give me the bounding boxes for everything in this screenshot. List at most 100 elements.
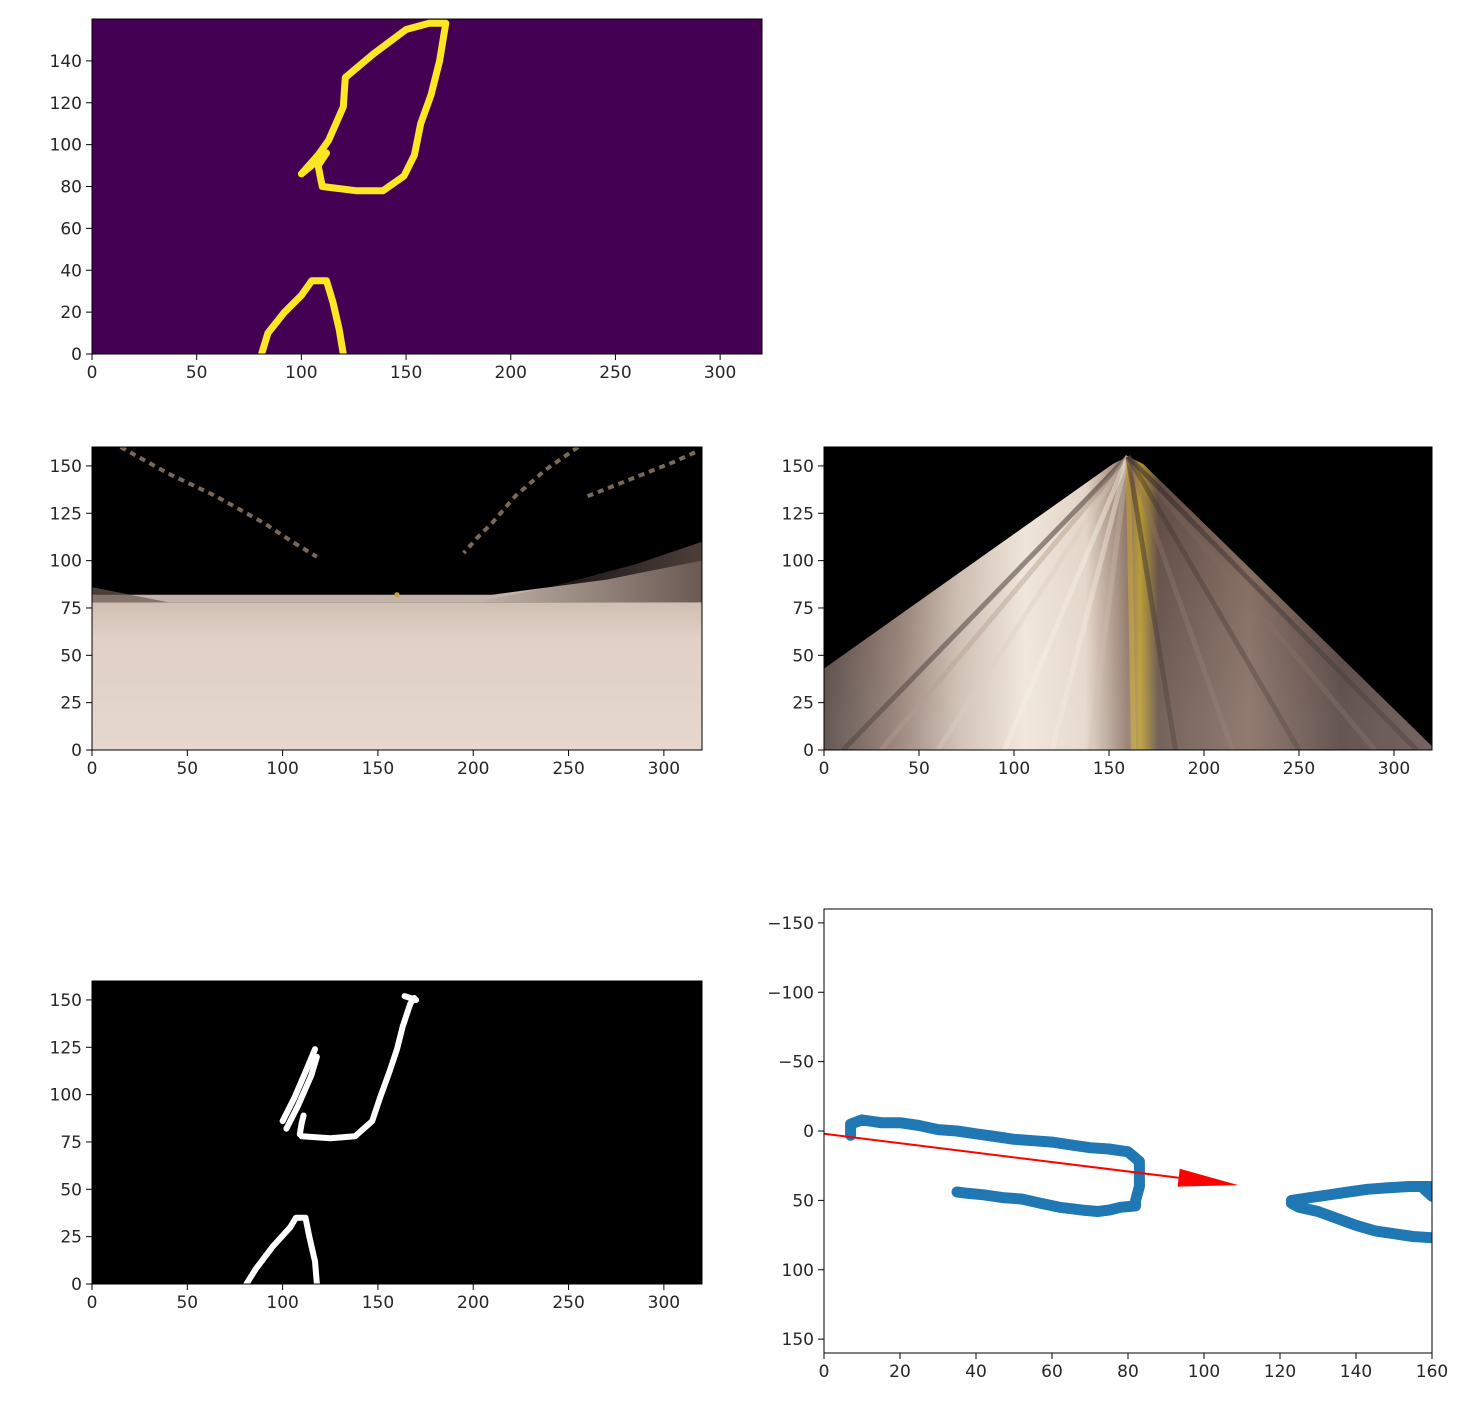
- wheel-track: [119, 447, 318, 559]
- y-tick-label: 100: [782, 552, 814, 572]
- y-tick-label: 50: [792, 1191, 814, 1211]
- edge-contour-line: [283, 1053, 320, 1132]
- x-tick-label: 200: [457, 1293, 489, 1313]
- x-tick-label: 200: [457, 759, 489, 779]
- ground-surface: [92, 602, 702, 750]
- y-tick-label: −100: [767, 983, 814, 1003]
- x-tick-label: 0: [87, 759, 98, 779]
- edge-contour-line: [279, 1046, 318, 1125]
- x-tick-label: 300: [1378, 759, 1410, 779]
- edge-contour-image: [92, 19, 762, 354]
- x-tick-label: 150: [362, 759, 394, 779]
- y-tick-label: 150: [782, 1330, 814, 1350]
- x-tick-label: 140: [1340, 1362, 1372, 1382]
- y-tick-label: 0: [71, 345, 82, 365]
- edge-contour-line: [297, 19, 450, 195]
- x-tick-label: 100: [285, 363, 317, 383]
- y-tick-label: 100: [50, 552, 82, 572]
- x-tick-label: 150: [390, 363, 422, 383]
- x-tick-label: 200: [1188, 759, 1220, 779]
- arrow-head: [1177, 1168, 1239, 1187]
- y-tick-label: 125: [50, 504, 82, 524]
- y-tick-label: 120: [50, 94, 82, 114]
- y-tick-label: 150: [50, 457, 82, 477]
- x-tick-label: 50: [186, 363, 208, 383]
- binary-threshold-panel: 0 50 100 150 200 250 300 0 25 50 75 100 125 150: [50, 980, 703, 1313]
- y-tick-label: 0: [803, 741, 814, 761]
- x-tick-label: 60: [1041, 1362, 1063, 1382]
- y-tick-label: 125: [782, 504, 814, 524]
- y-tick-label: −50: [778, 1053, 814, 1073]
- rover-coords-panel: 0 20 40 60 80 100 120 140 160 −150 −100 −50 0 50 100 15…: [767, 908, 1448, 1382]
- navigable-pixels: [1285, 1197, 1432, 1244]
- camera-image-frame: [91, 446, 703, 751]
- y-tick-label: 25: [60, 694, 82, 714]
- x-tick-label: 50: [908, 759, 930, 779]
- x-tick-label: 200: [495, 363, 527, 383]
- perspective-warp-frame: [823, 446, 1433, 751]
- mean-direction-arrow: [824, 1132, 1179, 1179]
- x-tick-label: 0: [819, 1362, 830, 1382]
- wheel-track: [586, 448, 700, 499]
- y-tick-label: −150: [767, 914, 814, 934]
- x-tick-label: 150: [1093, 759, 1125, 779]
- x-tick-label: 250: [1283, 759, 1315, 779]
- binary-threshold-image: [92, 981, 702, 1284]
- y-tick-label: 100: [50, 136, 82, 156]
- edge-contour-line: [258, 277, 347, 354]
- x-tick-label: 250: [552, 759, 584, 779]
- x-tick-label: 300: [704, 363, 736, 383]
- x-tick-label: 0: [87, 363, 98, 383]
- edge-contour-panel: 0 50 100 150 200 250 300 0 20 40 60 80 100 120 140: [50, 18, 763, 383]
- y-tick-label: 50: [60, 1180, 82, 1200]
- y-tick-label: 0: [803, 1122, 814, 1142]
- perspective-warp-panel: 0 50 100 150 200 250 300 0 25 50 75 100 125 150: [782, 446, 1433, 779]
- camera-image-panel: 0 50 100 150 200 250 300 0 25 50 75 100 125 150: [50, 446, 703, 779]
- x-tick-label: 100: [266, 759, 298, 779]
- x-tick-label: 100: [998, 759, 1030, 779]
- x-tick-label: 100: [266, 1293, 298, 1313]
- edge-contour-line: [243, 1214, 320, 1284]
- y-tick-label: 100: [50, 1086, 82, 1106]
- edge-contour-line: [401, 993, 420, 1003]
- y-tick-label: 140: [50, 52, 82, 72]
- y-tick-label: 25: [792, 694, 814, 714]
- y-tick-label: 20: [60, 303, 82, 323]
- x-tick-label: 300: [648, 1293, 680, 1313]
- y-tick-label: 80: [60, 178, 82, 198]
- y-tick-label: 50: [60, 646, 82, 666]
- x-tick-label: 80: [1117, 1362, 1139, 1382]
- y-tick-label: 75: [60, 599, 82, 619]
- x-tick-label: 0: [87, 1293, 98, 1313]
- y-tick-label: 150: [50, 991, 82, 1011]
- distant-sample: [394, 592, 400, 598]
- y-tick-label: 100: [782, 1261, 814, 1281]
- y-tick-label: 0: [71, 741, 82, 761]
- x-tick-label: 300: [648, 759, 680, 779]
- x-tick-label: 250: [599, 363, 631, 383]
- edge-contour-line: [298, 995, 418, 1142]
- x-tick-label: 40: [965, 1362, 987, 1382]
- x-tick-label: 150: [362, 1293, 394, 1313]
- x-tick-label: 100: [1188, 1362, 1220, 1382]
- warp-shading: [824, 456, 1432, 750]
- left-rock: [92, 587, 169, 603]
- x-tick-label: 160: [1416, 1362, 1448, 1382]
- y-tick-label: 25: [60, 1228, 82, 1248]
- y-tick-label: 75: [792, 599, 814, 619]
- y-tick-label: 40: [60, 261, 82, 281]
- x-tick-label: 50: [176, 1293, 198, 1313]
- y-tick-label: 60: [60, 219, 82, 239]
- navigable-pixels: [1285, 1181, 1432, 1206]
- x-tick-label: 50: [176, 759, 198, 779]
- y-tick-label: 150: [782, 457, 814, 477]
- x-tick-label: 120: [1264, 1362, 1296, 1382]
- navigable-pixels: [845, 1114, 1145, 1217]
- x-tick-label: 250: [552, 1293, 584, 1313]
- navigable-pixels: [1418, 1183, 1432, 1202]
- y-tick-label: 125: [50, 1038, 82, 1058]
- rock-outcrop: [473, 541, 702, 603]
- x-tick-label: 0: [819, 759, 830, 779]
- binary-threshold-frame: [91, 980, 703, 1285]
